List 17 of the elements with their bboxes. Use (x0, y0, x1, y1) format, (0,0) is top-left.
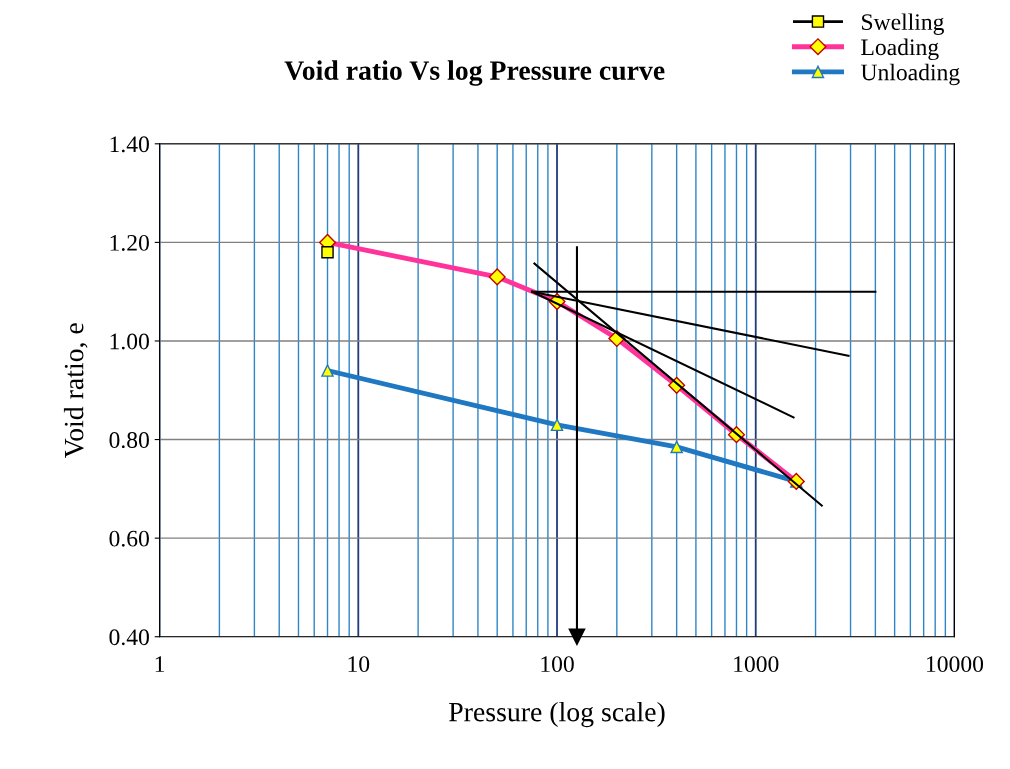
chart-title: Void ratio Vs log Pressure curve (284, 60, 665, 86)
x-axis-title: Pressure (log scale) (449, 701, 665, 728)
y-tick-label: 0.60 (109, 530, 149, 547)
legend-label: Loading (861, 38, 939, 61)
x-tick-label: 100 (541, 656, 574, 673)
legend-label: Unloading (860, 63, 960, 86)
x-tick-label: 10 (348, 656, 370, 673)
y-tick-label: 0.40 (109, 629, 149, 646)
y-axis-title: Void ratio, e (63, 323, 88, 458)
x-tick-label: 10000 (927, 656, 984, 673)
legend-label: Swelling (862, 13, 944, 35)
y-tick-label: 1.00 (110, 333, 149, 350)
y-tick-label: 0.80 (109, 432, 149, 449)
x-tick-label: 1 (155, 656, 165, 672)
x-tick-label: 1000 (734, 656, 779, 673)
y-tick-label: 1.20 (110, 234, 149, 251)
y-tick-label: 1.40 (110, 136, 149, 153)
